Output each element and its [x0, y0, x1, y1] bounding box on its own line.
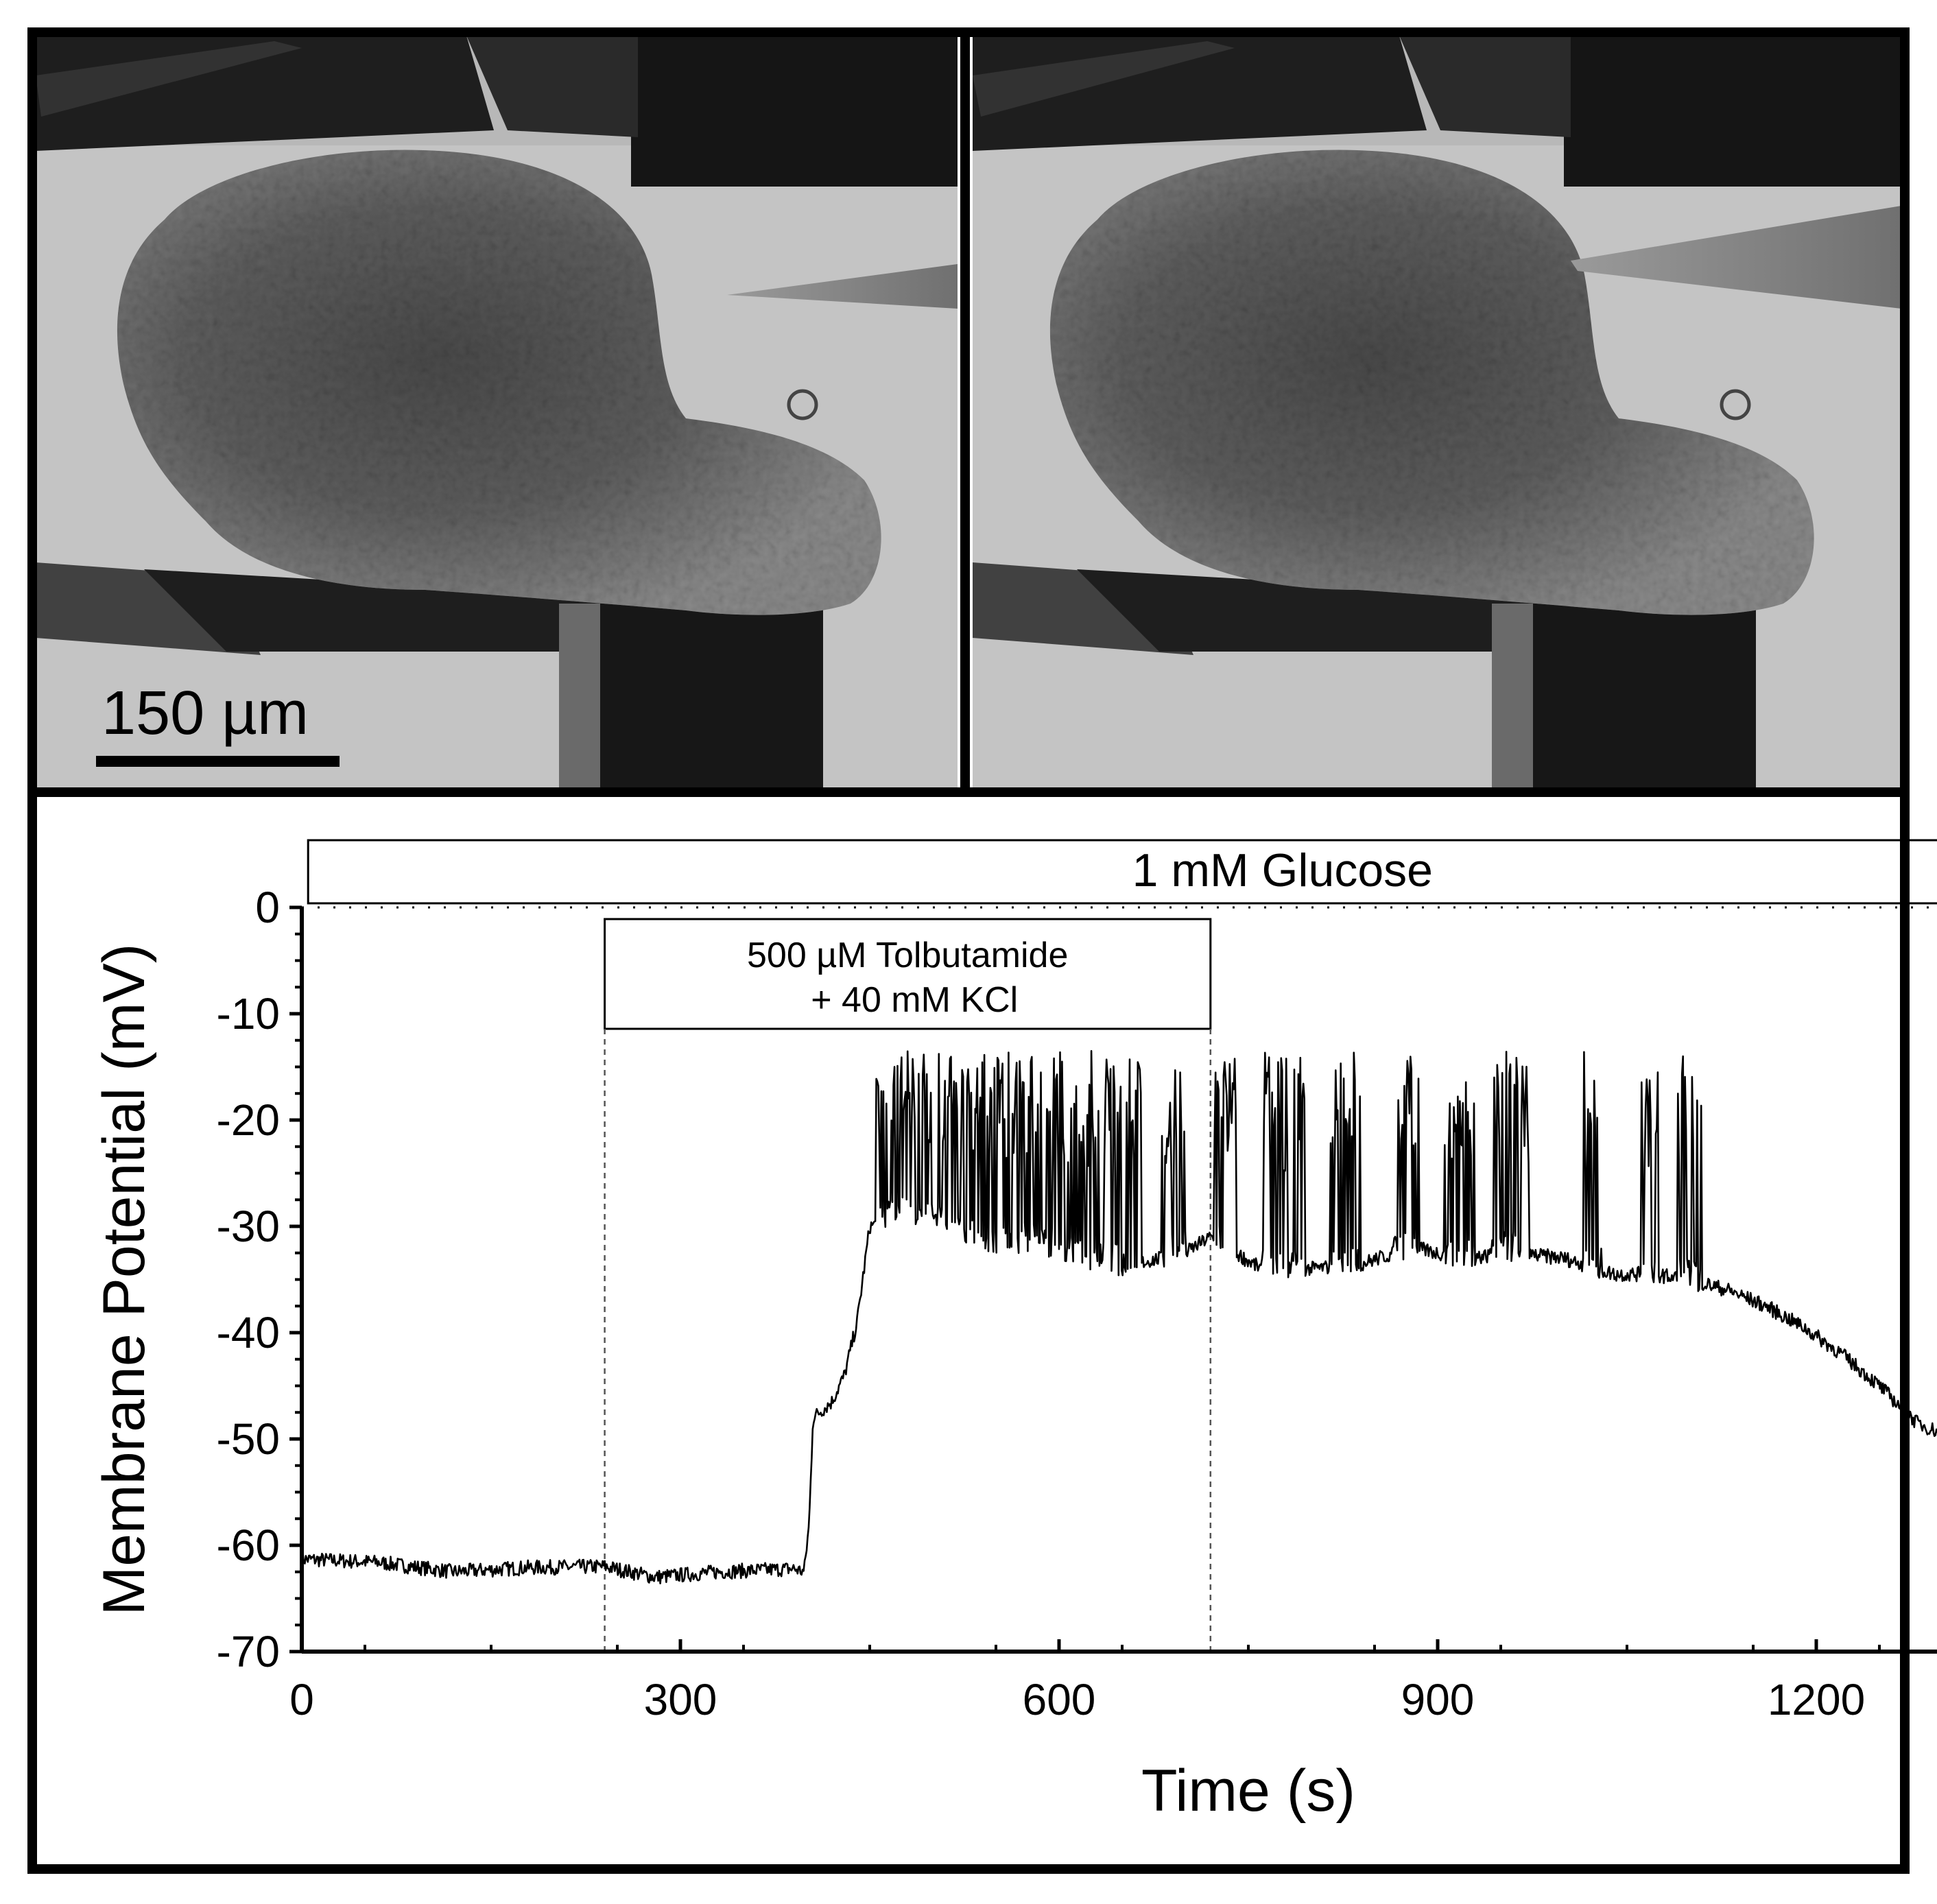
annotations: 1 mM Glucose 500 µM Tolbutamide + 40 mM KC… [302, 839, 1937, 1652]
x-axis-title: Time (s) [1141, 1758, 1355, 1824]
x-tick-label: 300 [644, 1675, 717, 1724]
y-tick-label: -50 [217, 1414, 281, 1464]
scale-bar [96, 756, 340, 767]
x-axis-ticks: 030060090012001500 [289, 1639, 1881, 1724]
y-tick-label: -10 [217, 989, 281, 1038]
y-tick-label: -20 [217, 1095, 281, 1145]
micrograph-left: 150 µm [36, 36, 958, 787]
x-tick-label: 0 [289, 1675, 314, 1724]
x-tick-label: 900 [1401, 1675, 1475, 1724]
treatment-label-line1: 500 µM Tolbutamide [747, 936, 1068, 975]
x-tick-label: 1200 [1768, 1675, 1865, 1724]
x-tick-label: 600 [1023, 1675, 1096, 1724]
membrane-potential-chart: 030060090012001500 0-10-20-30-40-50-60-7… [91, 839, 1937, 1824]
y-tick-label: -60 [217, 1521, 281, 1570]
y-axis-title: Membrane Potential (mV) [91, 944, 157, 1616]
treatment-box [604, 918, 1212, 1030]
y-tick-label: -30 [217, 1202, 281, 1251]
treatment-label-line2: + 40 mM KCl [811, 980, 1018, 1020]
y-tick-label: 0 [255, 883, 280, 932]
y-axis-ticks: 0 -10 -20 -30 -40 -50 -60 -70 [217, 883, 302, 1676]
glucose-bar [307, 839, 1937, 905]
y-tick-label: -40 [217, 1308, 281, 1357]
scale-bar-label: 150 µm [102, 679, 309, 748]
membrane-potential-trace [300, 1050, 1937, 1584]
glucose-label: 1 mM Glucose [1132, 844, 1433, 896]
trace-group [300, 1050, 1937, 1584]
y-tick-label: -70 [217, 1627, 281, 1676]
micrograph-right [973, 36, 1901, 787]
